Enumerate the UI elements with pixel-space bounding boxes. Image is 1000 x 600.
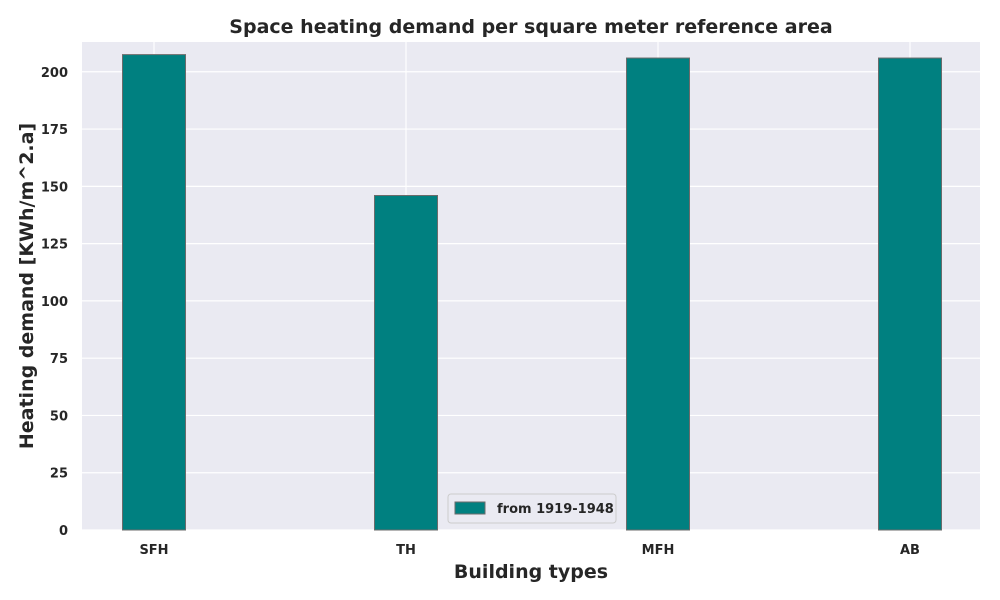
y-axis-label: Heating demand [KWh/m^2.a] bbox=[16, 123, 38, 449]
x-tick-label-th: TH bbox=[396, 543, 416, 558]
legend-entry: from 1919-1948 bbox=[497, 502, 614, 517]
plot-area bbox=[82, 42, 980, 530]
x-axis-label: Building types bbox=[454, 561, 608, 583]
y-tick-label-3: 75 bbox=[50, 352, 68, 367]
x-tick-label-ab: AB bbox=[900, 543, 920, 558]
y-tick-label-8: 200 bbox=[41, 66, 68, 81]
legend: from 1919-1948 bbox=[447, 493, 617, 524]
bar-ab bbox=[878, 57, 942, 531]
y-tick-label-5: 125 bbox=[41, 238, 68, 253]
bar-sfh bbox=[122, 54, 186, 531]
x-tick-labels: SFH TH MFH AB bbox=[139, 543, 920, 558]
y-tick-labels: 0 25 50 75 100 125 150 175 200 bbox=[41, 66, 68, 539]
y-tick-label-0: 0 bbox=[59, 524, 68, 539]
chart-title: Space heating demand per square meter re… bbox=[229, 16, 832, 38]
legend-box bbox=[447, 493, 617, 524]
y-tick-label-1: 25 bbox=[50, 467, 68, 482]
y-tick-label-6: 150 bbox=[41, 180, 68, 195]
bar-mfh bbox=[626, 57, 690, 531]
legend-swatch bbox=[454, 501, 486, 515]
bar-th bbox=[374, 195, 438, 531]
x-tick-label-sfh: SFH bbox=[139, 543, 168, 558]
bars bbox=[122, 54, 942, 531]
y-tick-label-7: 175 bbox=[41, 123, 68, 138]
y-tick-label-4: 100 bbox=[41, 295, 68, 310]
y-tick-label-2: 50 bbox=[50, 409, 68, 424]
x-tick-label-mfh: MFH bbox=[642, 543, 675, 558]
